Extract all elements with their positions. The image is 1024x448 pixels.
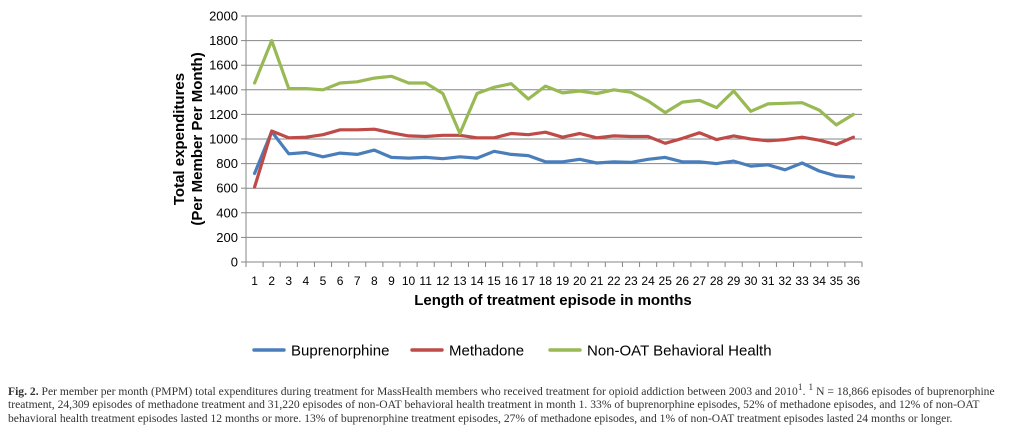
legend-label: Methadone: [449, 343, 524, 360]
y-tick-label: 2000: [209, 9, 238, 24]
legend-label: Non-OAT Behavioral Health: [587, 343, 772, 360]
series-lines: [253, 38, 856, 189]
x-tick-label: 14: [470, 274, 484, 288]
x-tick-label: 13: [453, 274, 467, 288]
y-tick-label: 600: [216, 181, 238, 196]
x-tick-label: 22: [607, 274, 621, 288]
x-tick-label: 24: [641, 274, 655, 288]
x-tick-label: 21: [590, 274, 604, 288]
y-axis-title: Total expenditures(Per Member Per Month): [171, 52, 206, 225]
x-tick-label: 17: [522, 274, 536, 288]
x-tick-label: 9: [388, 274, 395, 288]
y-tick-label: 1800: [209, 33, 238, 48]
y-tick-label: 1400: [209, 82, 238, 97]
x-tick-label: 15: [487, 274, 501, 288]
x-tick-label: 2: [268, 274, 275, 288]
x-tick-label: 35: [830, 274, 844, 288]
x-tick-label: 5: [320, 274, 327, 288]
caption-text: Per member per month (PMPM) total expend…: [38, 384, 798, 398]
x-axis-title: Length of treatment episode in months: [414, 292, 692, 309]
caption-footnote-text: N = 18,866 episodes of buprenorphine tre…: [8, 384, 995, 426]
x-tick-label: 33: [795, 274, 809, 288]
y-axis-title-line: Total expenditures: [171, 73, 188, 205]
x-tick-label: 10: [402, 274, 416, 288]
x-tick-label: 7: [354, 274, 361, 288]
caption-footnote-ref: 1: [797, 382, 803, 393]
x-tick-label: 18: [539, 274, 553, 288]
x-tick-label: 29: [727, 274, 741, 288]
x-tick-label: 23: [624, 274, 638, 288]
caption-footnote-mark: 1: [808, 382, 814, 393]
x-tick-label: 1: [251, 274, 258, 288]
x-tick-label: 3: [285, 274, 292, 288]
x-tick-label: 4: [303, 274, 310, 288]
x-tick-label: 26: [676, 274, 690, 288]
caption-separator: .: [802, 384, 809, 398]
x-tick-label: 25: [659, 274, 673, 288]
y-tick-label: 800: [216, 156, 238, 171]
x-tick-label: 6: [337, 274, 344, 288]
figure-caption: Fig. 2. Per member per month (PMPM) tota…: [8, 381, 1018, 426]
x-tick-label: 19: [556, 274, 570, 288]
x-tick-label: 20: [573, 274, 587, 288]
series-line-1: [253, 127, 856, 189]
x-tick-label: 32: [778, 274, 792, 288]
x-tick-label: 11: [419, 274, 432, 288]
x-tick-label: 16: [505, 274, 519, 288]
y-axis-title-line: (Per Member Per Month): [189, 52, 206, 225]
x-tick-label: 8: [371, 274, 378, 288]
x-tick-label: 27: [693, 274, 707, 288]
y-tick-label: 400: [216, 205, 238, 220]
y-tick-label: 1200: [209, 107, 238, 122]
gridlines: [241, 15, 863, 267]
y-tick-labels: 0 200 400 600 800 1000 1200 1400 1600 1800 2000: [209, 9, 238, 270]
y-tick-label: 1600: [209, 58, 238, 73]
x-tick-label: 31: [761, 274, 775, 288]
y-tick-label: 0: [231, 255, 238, 270]
x-tick-label: 12: [436, 274, 450, 288]
x-tick-label: 34: [813, 274, 827, 288]
series-line-2: [253, 38, 856, 136]
y-tick-label: 1000: [209, 132, 238, 147]
caption-label: Fig. 2.: [8, 384, 39, 398]
x-tick-label: 36: [847, 274, 861, 288]
series-line-0: [253, 130, 856, 179]
x-tick-label: 30: [744, 274, 758, 288]
x-tick-label: 28: [710, 274, 724, 288]
y-tick-label: 200: [216, 230, 238, 245]
legend-label: Buprenorphine: [291, 343, 389, 360]
x-tick-labels: 1 2 3 4 5 6 7 8 9 10 11 12 13 14 15 16 17 18 19 20 21 22 23 24 2…: [251, 274, 860, 288]
legend: Buprenorphine Methadone Non-OAT Behavioral…: [252, 343, 772, 360]
